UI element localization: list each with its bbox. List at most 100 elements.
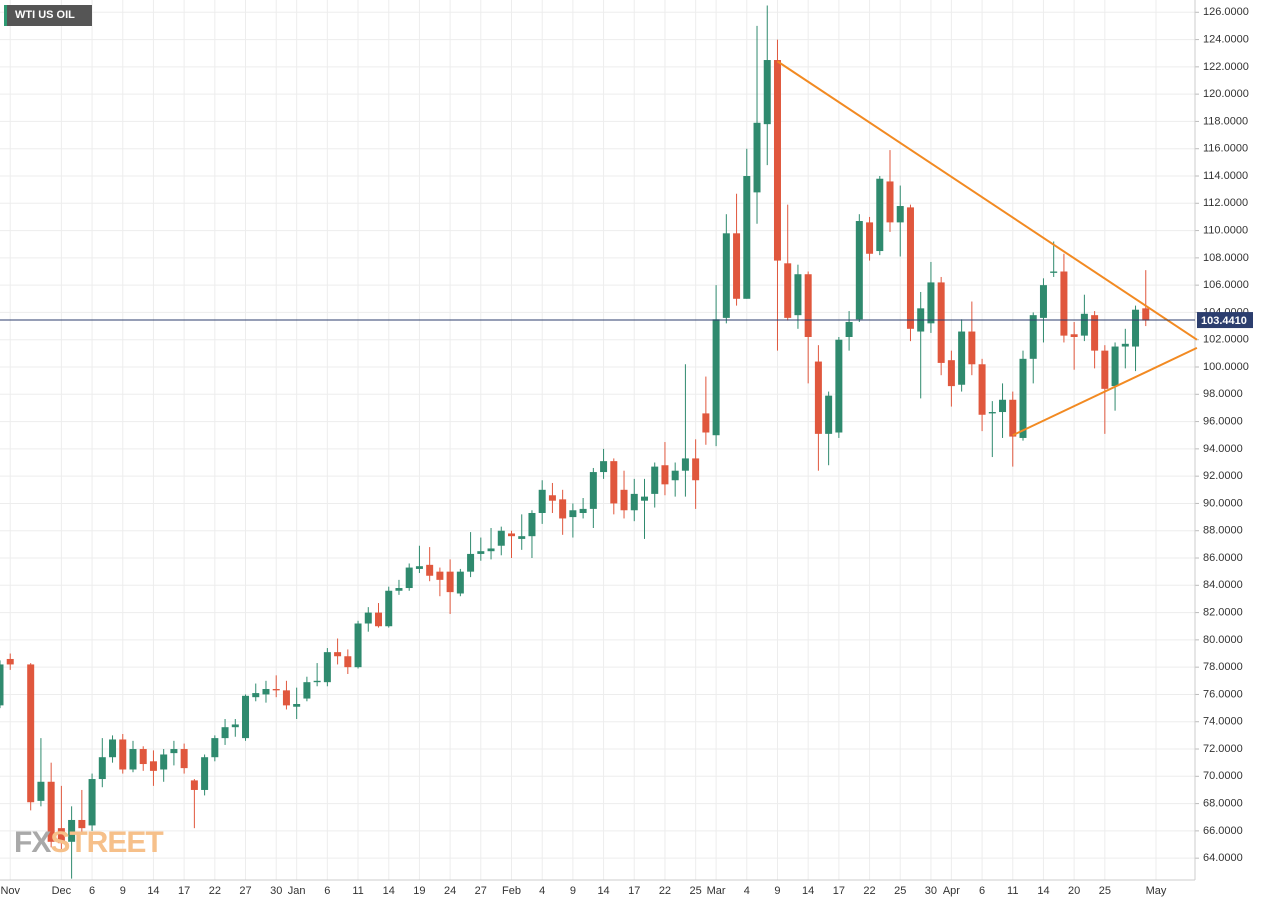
candle-body (139, 749, 147, 765)
candle-body (436, 571, 444, 580)
y-tick-label: 92.0000 (1203, 470, 1243, 482)
candle-body (0, 664, 4, 706)
candle-body (211, 738, 219, 758)
candle-body (548, 495, 556, 501)
x-tick-label: Dec (52, 885, 72, 897)
candle-body (733, 233, 741, 299)
y-tick-label: 70.0000 (1203, 770, 1243, 782)
candle-body (804, 274, 812, 337)
candle-body (78, 819, 86, 829)
candle-body (190, 780, 198, 790)
y-tick-label: 108.0000 (1203, 252, 1249, 264)
x-tick-label: 22 (209, 885, 221, 897)
y-tick-label: 122.0000 (1203, 61, 1249, 73)
candle-body (37, 781, 45, 801)
candle-body (814, 361, 822, 434)
candle-body (405, 567, 413, 589)
last-price-label: 103.4410 (1201, 315, 1247, 327)
candle-body (98, 757, 106, 780)
x-tick-label: 6 (979, 885, 985, 897)
y-tick-label: 116.0000 (1203, 143, 1248, 155)
y-tick-label: 76.0000 (1203, 688, 1243, 700)
candle-body (978, 364, 986, 415)
x-tick-label: 4 (744, 885, 750, 897)
x-tick-label: 22 (659, 885, 671, 897)
x-tick-label: 11 (352, 885, 363, 897)
candle-body (323, 652, 331, 683)
candle-body (886, 181, 894, 223)
candle-body (999, 399, 1007, 413)
candle-body (1132, 309, 1140, 347)
candle-body (1009, 399, 1017, 437)
candle-body (855, 221, 863, 320)
candle-body (947, 360, 955, 387)
candle-body (354, 623, 362, 668)
candle-body (876, 178, 884, 252)
y-tick-label: 126.0000 (1203, 6, 1249, 18)
candle-body (937, 282, 945, 363)
candle-body (242, 695, 250, 739)
last-price-box (1197, 312, 1253, 329)
x-tick-label: 17 (628, 885, 640, 897)
candle-body (252, 693, 260, 698)
candle-body (88, 779, 96, 826)
x-tick-label: 14 (1037, 885, 1049, 897)
y-tick-label: 80.0000 (1203, 634, 1243, 646)
candle-body (1060, 271, 1068, 336)
candle-body (109, 739, 117, 758)
candle-body (47, 781, 55, 842)
x-tick-label: 25 (1099, 885, 1111, 897)
x-tick-label: 14 (383, 885, 395, 897)
candle-body (1121, 343, 1129, 347)
y-tick-label: 66.0000 (1203, 825, 1243, 837)
candle-body (201, 757, 209, 790)
candle-body (1070, 334, 1078, 337)
candle-body (589, 472, 597, 509)
candle-body (988, 412, 996, 414)
x-tick-label: 14 (147, 885, 159, 897)
candle-body (681, 458, 689, 471)
y-tick-label: 72.0000 (1203, 743, 1243, 755)
x-tick-label: 30 (270, 885, 282, 897)
candle-body (538, 489, 546, 513)
x-tick-label: Jan (288, 885, 306, 897)
candle-body (866, 222, 874, 254)
candle-body (753, 122, 761, 193)
candle-body (6, 658, 14, 665)
y-tick-label: 120.0000 (1203, 88, 1249, 100)
candle-body (722, 233, 730, 318)
candle-body (610, 461, 618, 504)
candle-body (1050, 271, 1058, 273)
candle-body (927, 282, 935, 324)
candle-body (743, 176, 751, 299)
y-tick-label: 88.0000 (1203, 525, 1243, 537)
candle-body (375, 612, 383, 627)
candle-body (129, 749, 137, 770)
candle-body (119, 739, 127, 770)
y-tick-label: 94.0000 (1203, 443, 1243, 455)
candle-body (518, 536, 526, 539)
y-tick-label: 106.0000 (1203, 279, 1249, 291)
candle-body (497, 530, 505, 546)
trendline (1012, 347, 1198, 437)
x-tick-label: Nov (0, 885, 20, 897)
candle-body (702, 413, 710, 433)
candle-body (528, 512, 536, 537)
chart-title: WTI US OIL (4, 5, 92, 26)
candle-body (27, 664, 35, 803)
y-tick-label: 98.0000 (1203, 388, 1243, 400)
candle-body (825, 395, 833, 434)
x-tick-label: Apr (943, 885, 960, 897)
candle-body (630, 493, 638, 511)
candle-body (446, 571, 454, 593)
y-tick-label: 86.0000 (1203, 552, 1243, 564)
watermark-street: STREET (50, 826, 163, 859)
y-tick-label: 124.0000 (1203, 33, 1249, 45)
x-tick-label: 17 (833, 885, 845, 897)
candle-body (661, 465, 669, 485)
candle-body (640, 496, 648, 501)
candle-body (968, 331, 976, 365)
x-tick-label: 9 (774, 885, 780, 897)
candle-body (712, 319, 720, 436)
